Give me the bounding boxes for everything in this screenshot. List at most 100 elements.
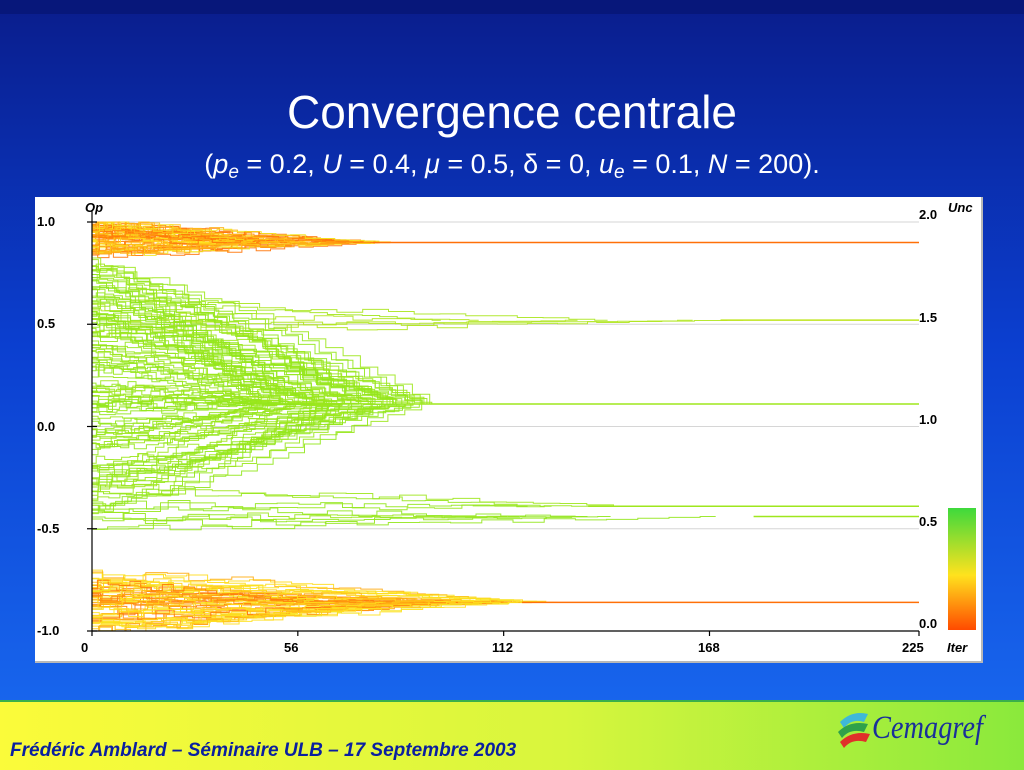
- param-ue-symbol: u: [598, 149, 614, 179]
- logo-emblem-icon: [838, 713, 870, 748]
- opinion-trajectory: [92, 403, 407, 510]
- y2-tick-label: 0.5: [919, 514, 937, 529]
- x-tick-label: 225: [902, 640, 924, 655]
- opinion-trajectory: [92, 324, 410, 405]
- param-pe-value: = 0.2,: [238, 149, 323, 179]
- opinion-trajectory: [92, 516, 716, 531]
- y-tick-label: 1.0: [37, 214, 55, 229]
- param-u-symbol: U: [322, 149, 342, 179]
- y2-tick-label: 2.0: [919, 207, 937, 222]
- opinion-trajectory: [92, 488, 552, 507]
- subtitle-open-paren: (: [204, 149, 214, 179]
- opinion-trajectory: [92, 403, 282, 434]
- opinion-trajectory: [92, 387, 321, 405]
- param-delta-symbol: δ: [523, 149, 539, 179]
- opinion-trajectory: [92, 298, 441, 321]
- opinion-trajectory: [92, 516, 584, 530]
- opinion-trajectory: [92, 314, 401, 405]
- tick-labels: Op Unc Iter 1.0 0.5 0.0 -0.5 -1.0 2.0 1.…: [37, 200, 973, 655]
- opinion-trajectory: [92, 319, 578, 333]
- logo-wordmark: Cemagref: [872, 710, 983, 746]
- x-axis-label: Iter: [947, 640, 968, 655]
- opinion-trajectory: [92, 269, 391, 405]
- opinion-trajectory: [92, 597, 335, 608]
- y-tick-label: 0.0: [37, 419, 55, 434]
- opinion-trajectory: [92, 403, 380, 470]
- opinion-trajectory: [92, 601, 423, 620]
- y-tick-label: -1.0: [37, 623, 59, 638]
- opinion-trajectory: [92, 399, 316, 409]
- opinion-trajectory: [92, 302, 433, 405]
- y-axis-label: Op: [85, 200, 103, 215]
- opinion-trajectory: [92, 403, 328, 501]
- opinion-trajectory: [92, 359, 351, 405]
- param-u-value: = 0.4,: [341, 149, 426, 179]
- y-tick-label: 0.5: [37, 316, 55, 331]
- opinion-trajectory: [92, 514, 611, 523]
- x-tick-label: 56: [284, 640, 298, 655]
- opinion-trajectory: [92, 235, 255, 245]
- opinion-trajectory: [92, 483, 627, 507]
- opinion-trajectory: [92, 233, 304, 244]
- opinion-trajectory: [92, 601, 410, 610]
- opinion-trajectory: [92, 403, 359, 485]
- y2-tick-label: 0.0: [919, 616, 937, 631]
- param-mu-value: = 0.5,: [439, 149, 524, 179]
- chart-svg: Op Unc Iter 1.0 0.5 0.0 -0.5 -1.0 2.0 1.…: [37, 200, 976, 655]
- y-tick-label: -0.5: [37, 521, 59, 536]
- param-ue-value: = 0.1,: [624, 149, 708, 179]
- top-bar: [0, 0, 1024, 14]
- opinion-trajectory: [92, 309, 479, 322]
- param-mu-symbol: μ: [425, 149, 440, 179]
- opinion-trajectory: [92, 298, 421, 405]
- opinion-trajectory: [92, 593, 356, 604]
- opinion-trajectory: [92, 572, 501, 603]
- opinion-trajectory: [92, 601, 492, 628]
- x-tick-label: 0: [81, 640, 88, 655]
- trajectory-lines: [92, 221, 919, 632]
- opinion-trajectory: [92, 332, 431, 405]
- opinion-trajectory: [92, 242, 255, 255]
- slide-subtitle: (pe = 0.2, U = 0.4, μ = 0.5, δ = 0, ue =…: [0, 146, 1024, 182]
- opinion-trajectory: [92, 403, 393, 480]
- opinion-trajectory: [92, 366, 378, 405]
- cemagref-logo: Cemagref: [834, 706, 1004, 758]
- param-delta-value: = 0,: [538, 149, 599, 179]
- param-pe-subscript: e: [228, 162, 239, 183]
- slide-title: Convergence centrale: [286, 86, 738, 138]
- y2-axis-label: Unc: [948, 200, 973, 215]
- opinion-trajectory: [92, 263, 260, 405]
- param-ue-subscript: e: [614, 162, 625, 183]
- opinion-trajectory: [92, 257, 439, 405]
- opinion-trajectory: [92, 240, 368, 248]
- opinion-trajectory: [92, 403, 334, 456]
- y2-tick-label: 1.5: [919, 310, 937, 325]
- opinion-trajectory: [92, 242, 354, 252]
- axes: [87, 210, 920, 636]
- footer-credit: Frédéric Amblard – Séminaire ULB – 17 Se…: [10, 740, 517, 761]
- opinion-trajectory: [92, 403, 256, 449]
- param-n-symbol: N: [707, 149, 728, 179]
- param-n-value: = 200).: [727, 149, 820, 179]
- opinion-dynamics-chart: Op Unc Iter 1.0 0.5 0.0 -0.5 -1.0 2.0 1.…: [35, 197, 983, 663]
- opinion-trajectory: [92, 403, 335, 476]
- x-tick-label: 168: [698, 640, 720, 655]
- grid-lines: [92, 221, 919, 632]
- param-pe-symbol: p: [213, 149, 229, 179]
- footer-bar: Frédéric Amblard – Séminaire ULB – 17 Se…: [0, 700, 1024, 770]
- y2-tick-label: 1.0: [919, 412, 937, 427]
- opinion-trajectory: [92, 286, 313, 405]
- opinion-trajectory: [92, 500, 528, 510]
- opinion-trajectory: [92, 403, 431, 492]
- opinion-trajectory: [92, 299, 608, 321]
- opinion-trajectory: [92, 594, 323, 603]
- opinion-trajectory: [92, 221, 257, 243]
- opinion-trajectory: [92, 362, 330, 405]
- opinion-trajectory: [92, 601, 386, 617]
- opinion-trajectory: [92, 288, 266, 405]
- opinion-trajectory: [92, 278, 286, 405]
- opinion-trajectory: [92, 403, 265, 438]
- opinion-trajectory: [92, 585, 332, 603]
- opinion-trajectory: [92, 601, 383, 628]
- opinion-trajectory: [92, 403, 345, 515]
